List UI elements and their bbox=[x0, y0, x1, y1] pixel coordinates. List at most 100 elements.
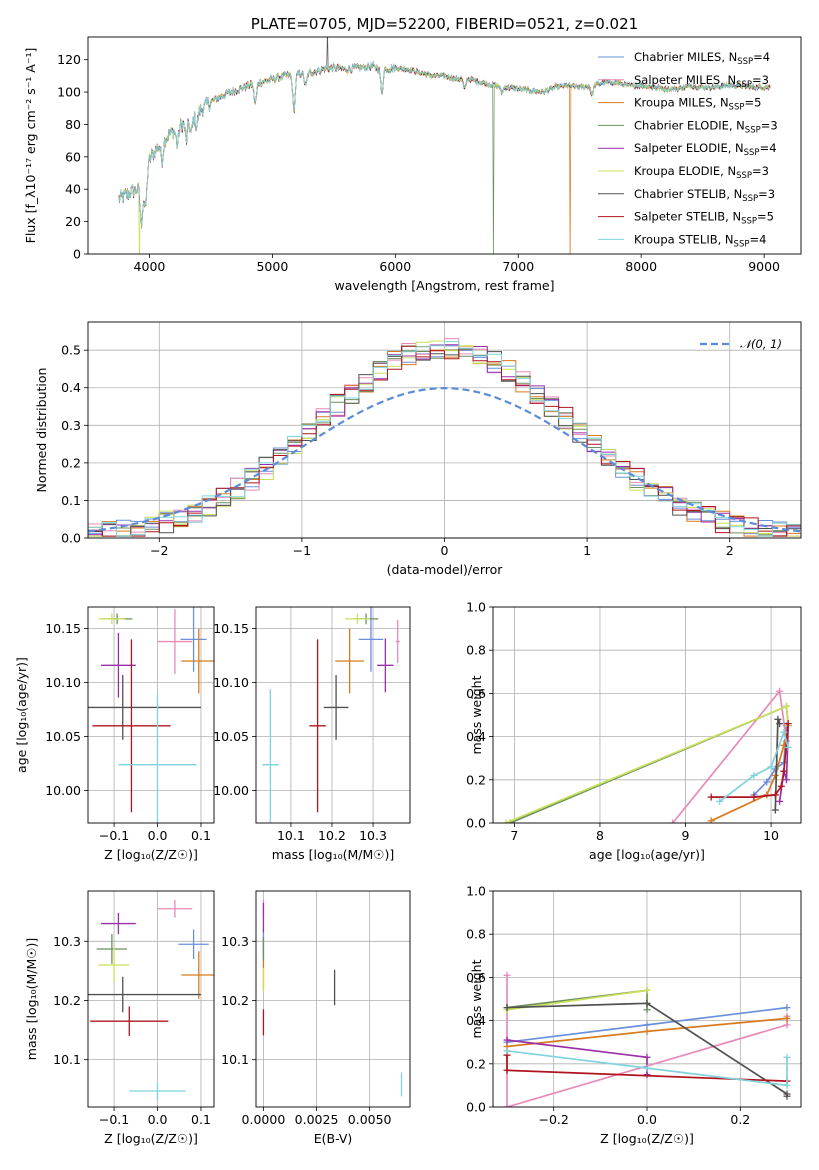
legend-text: =4 bbox=[760, 141, 777, 155]
histogram-step bbox=[88, 341, 801, 538]
x-tick-label: 0.2 bbox=[730, 1112, 750, 1127]
y-tick-label: 40 bbox=[65, 182, 81, 197]
x-tick-label: 10.3 bbox=[359, 828, 387, 843]
weight-line bbox=[506, 1039, 648, 1075]
weight-line bbox=[711, 723, 790, 798]
x-tick-label: 4000 bbox=[134, 259, 166, 274]
y-tick-label: 1.0 bbox=[466, 600, 486, 615]
x-tick-label: 0.0 bbox=[637, 1112, 657, 1127]
legend-text: =5 bbox=[757, 210, 774, 224]
y-tick-label: 0 bbox=[73, 247, 81, 262]
y-tick-label: 10.05 bbox=[213, 729, 249, 744]
x-axis-label: mass [log₁₀(M/M☉)] bbox=[272, 847, 394, 862]
y-tick-label: 10.00 bbox=[213, 783, 249, 798]
legend-subscript: SSP bbox=[736, 80, 752, 90]
axes-frame-6 bbox=[255, 890, 411, 1108]
y-tick-label: 0.6 bbox=[466, 970, 486, 985]
y-tick-label: 0.0 bbox=[466, 1100, 486, 1115]
y-tick-label: 80 bbox=[65, 117, 81, 132]
y-tick-label: 10.2 bbox=[53, 993, 81, 1008]
axes-3: 10.1 10.2 10.3 10.00 10.05 10.10 10.15 mass [lo… bbox=[213, 607, 410, 862]
legend-subscript: SSP bbox=[729, 103, 745, 113]
x-tick-label: −0.1 bbox=[99, 1112, 129, 1127]
legend-text: =4 bbox=[753, 50, 770, 64]
legend-subscript: SSP bbox=[737, 57, 753, 67]
chart-title: PLATE=0705, MJD=52200, FIBERID=0521, z=0… bbox=[251, 15, 638, 33]
weight-line bbox=[672, 689, 788, 823]
x-axis-label: (data-model)/error bbox=[387, 562, 504, 577]
legend-label: Kroupa STELIB, NSSP=4 bbox=[634, 232, 766, 249]
legend-text: Kroupa ELODIE, N bbox=[634, 164, 736, 178]
y-tick-label: 10.15 bbox=[45, 621, 81, 636]
axes-frame-7 bbox=[492, 890, 802, 1108]
legend-text: Salpeter STELIB, N bbox=[634, 210, 741, 224]
x-tick-label: 10.1 bbox=[277, 828, 305, 843]
x-tick-label: 10.2 bbox=[318, 828, 346, 843]
axes-frame-2 bbox=[87, 606, 215, 824]
legend-text: Kroupa STELIB, N bbox=[634, 232, 734, 246]
y-tick-label: 20 bbox=[65, 214, 81, 229]
legend-subscript: SSP bbox=[734, 239, 750, 249]
legend-subscript: SSP bbox=[742, 194, 758, 204]
y-tick-label: 10.00 bbox=[45, 783, 81, 798]
legend-text: Salpeter MILES, N bbox=[634, 73, 736, 87]
legend-label: 𝒩(0, 1) bbox=[740, 337, 782, 351]
y-tick-label: 10.05 bbox=[45, 729, 81, 744]
legend-subscript: SSP bbox=[745, 125, 761, 135]
legend-label: Salpeter STELIB, NSSP=5 bbox=[634, 210, 774, 227]
weight-lines-4 bbox=[502, 687, 792, 823]
axes-frame-3 bbox=[255, 606, 411, 824]
y-tick-label: 10.10 bbox=[213, 675, 249, 690]
weight-line bbox=[506, 1049, 788, 1087]
legend-label: Kroupa MILES, NSSP=5 bbox=[634, 96, 761, 113]
weight-lines-7 bbox=[503, 971, 791, 1107]
legend-text: Chabrier ELODIE, N bbox=[634, 118, 745, 132]
x-tick-label: −0.1 bbox=[99, 828, 129, 843]
grid-4 bbox=[493, 606, 801, 824]
axes-frame-4 bbox=[492, 606, 802, 824]
x-tick-label: 1 bbox=[583, 543, 591, 558]
legend-subscript: SSP bbox=[744, 148, 760, 158]
legend-text: Chabrier MILES, N bbox=[634, 50, 737, 64]
y-axis-label: Flux [f_λ10⁻¹⁷ erg cm⁻² s⁻¹ A⁻¹] bbox=[23, 48, 38, 244]
x-tick-label: 7000 bbox=[502, 259, 534, 274]
x-tick-label: 0.0025 bbox=[295, 1112, 339, 1127]
errorbars-3 bbox=[262, 607, 400, 823]
histograms bbox=[88, 338, 801, 538]
legend-text: =5 bbox=[744, 96, 761, 110]
histogram-step bbox=[88, 345, 801, 538]
axes-6: 0.0000 0.0025 0.0050 10.1 10.2 10.3 E(B-V) bbox=[221, 891, 410, 1146]
x-tick-label: 2 bbox=[726, 543, 734, 558]
errorbars-6 bbox=[262, 899, 403, 1097]
x-axis-label: Z [log₁₀(Z/Z☉)] bbox=[104, 1131, 198, 1146]
y-tick-label: 0.6 bbox=[466, 686, 486, 701]
legend-label: Chabrier STELIB, NSSP=3 bbox=[634, 187, 775, 204]
legend-text: =3 bbox=[752, 164, 769, 178]
x-axis-label: Z [log₁₀(Z/Z☉)] bbox=[104, 847, 198, 862]
spectra bbox=[118, 37, 771, 254]
axes-2: −0.1 0.0 0.1 10.00 10.05 10.10 10.15 Z [log₁₀(Z… bbox=[14, 607, 214, 862]
legend-label: Kroupa ELODIE, NSSP=3 bbox=[634, 164, 769, 181]
x-tick-label: 0.0 bbox=[148, 828, 168, 843]
y-tick-label: 10.15 bbox=[213, 621, 249, 636]
x-axis-label: Z [log₁₀(Z/Z☉)] bbox=[600, 1131, 694, 1146]
y-tick-label: 0.8 bbox=[466, 927, 486, 942]
y-tick-label: 100 bbox=[57, 85, 81, 100]
grid-3 bbox=[256, 607, 410, 823]
axes-7: −0.2 0.0 0.2 0.0 0.2 0.4 0.6 0.8 1.0 Z [log₁₀(Z/Z… bbox=[466, 884, 801, 1146]
axes-0: 4000 5000 6000 7000 8000 9000 0 20 40 60 80 100 120 w… bbox=[23, 48, 780, 293]
y-tick-label: 10.10 bbox=[45, 675, 81, 690]
y-axis-label: mass [log₁₀(M/M☉)] bbox=[24, 938, 39, 1060]
errorbars-2 bbox=[88, 607, 214, 823]
y-tick-label: 0.4 bbox=[61, 380, 81, 395]
grid-6 bbox=[256, 891, 410, 1107]
legend-text: =3 bbox=[758, 187, 775, 201]
y-tick-label: 0.2 bbox=[466, 1056, 486, 1071]
legend-text: Chabrier STELIB, N bbox=[634, 187, 742, 201]
y-tick-label: 10.1 bbox=[53, 1052, 81, 1067]
x-tick-label: 0.0 bbox=[148, 1112, 168, 1127]
y-axis-label: mass weight bbox=[469, 959, 484, 1038]
legend-label: Salpeter ELODIE, NSSP=4 bbox=[634, 141, 777, 158]
y-tick-label: 1.0 bbox=[466, 884, 486, 899]
y-tick-label: 0.0 bbox=[466, 816, 486, 831]
